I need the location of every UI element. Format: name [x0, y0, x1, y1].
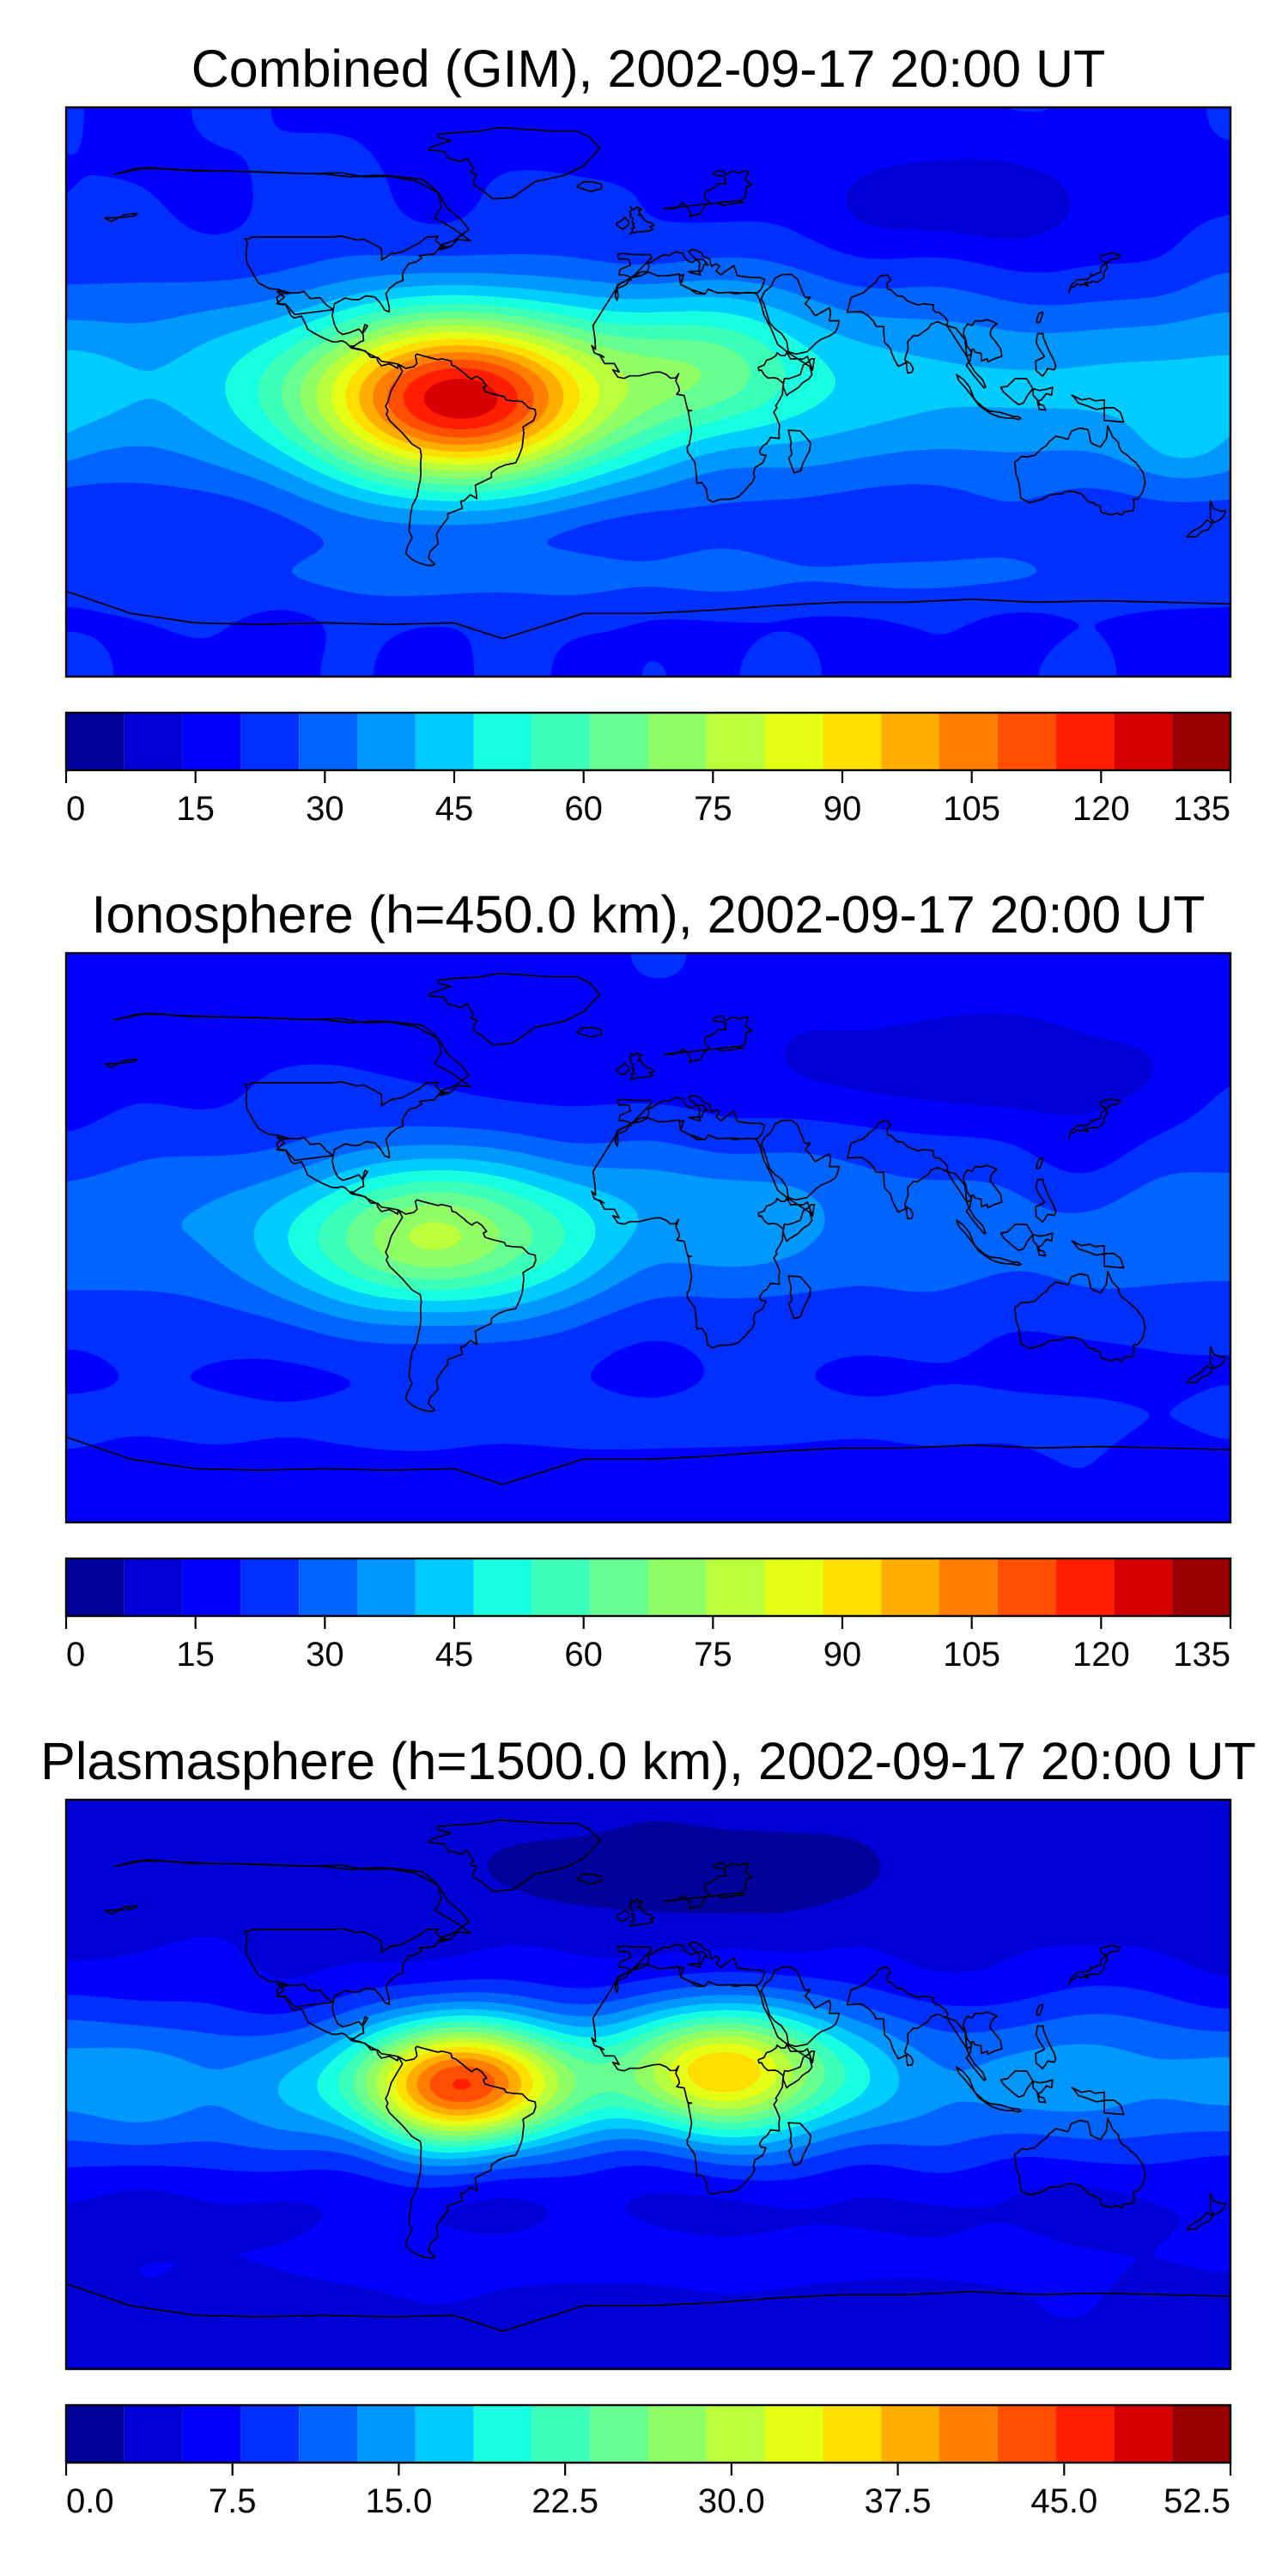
svg-text:90: 90: [823, 790, 862, 828]
svg-text:0.0: 0.0: [66, 2482, 114, 2520]
svg-text:15: 15: [176, 1636, 215, 1674]
svg-text:45: 45: [435, 790, 474, 828]
svg-text:22.5: 22.5: [532, 2482, 598, 2520]
svg-text:7.5: 7.5: [209, 2482, 257, 2520]
svg-text:60: 60: [564, 790, 603, 828]
svg-text:0: 0: [66, 1636, 85, 1674]
svg-text:120: 120: [1072, 790, 1130, 828]
svg-text:52.5: 52.5: [1163, 2482, 1230, 2520]
svg-text:30.0: 30.0: [698, 2482, 765, 2520]
svg-text:37.5: 37.5: [865, 2482, 932, 2520]
svg-text:75: 75: [694, 790, 732, 828]
svg-text:0: 0: [66, 790, 85, 828]
svg-text:105: 105: [943, 1636, 1000, 1674]
svg-text:30: 30: [306, 1636, 344, 1674]
svg-text:135: 135: [1173, 1636, 1230, 1674]
svg-text:15: 15: [176, 790, 215, 828]
svg-text:Combined (GIM), 2002-09-17 20:: Combined (GIM), 2002-09-17 20:00 UT: [191, 39, 1106, 98]
svg-text:45.0: 45.0: [1030, 2482, 1097, 2520]
svg-text:15.0: 15.0: [366, 2482, 433, 2520]
svg-text:Ionosphere (h=450.0 km), 2002: Ionosphere (h=450.0 km), 2002-09-17 20:0…: [91, 885, 1205, 944]
svg-text:135: 135: [1173, 790, 1230, 828]
svg-text:Plasmasphere (h=1500.0 km), 20: Plasmasphere (h=1500.0 km), 2002-09-17 2…: [40, 1732, 1256, 1790]
svg-text:30: 30: [306, 790, 344, 828]
svg-text:75: 75: [694, 1636, 732, 1674]
svg-text:45: 45: [435, 1636, 474, 1674]
svg-text:90: 90: [823, 1636, 862, 1674]
svg-text:60: 60: [564, 1636, 603, 1674]
svg-text:105: 105: [943, 790, 1000, 828]
svg-text:120: 120: [1072, 1636, 1130, 1674]
